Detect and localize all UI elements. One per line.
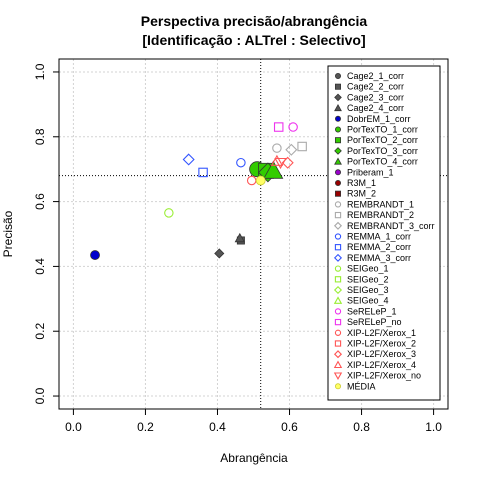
legend-label: MÉDIA	[347, 381, 376, 391]
legend-label: SEIGeo_3	[347, 285, 389, 295]
legend-marker	[334, 244, 342, 251]
x-tick-label: 0.2	[137, 420, 154, 434]
legend-marker	[333, 372, 343, 380]
legend-marker	[334, 276, 342, 283]
legend-marker	[333, 350, 343, 359]
y-tick-label: 0.4	[33, 258, 47, 275]
y-tick-label: 0.0	[33, 387, 47, 404]
legend-marker	[334, 329, 342, 336]
data-point	[274, 157, 287, 170]
legend-label: DobrEM_1_corr	[347, 114, 411, 124]
legend-label: R3M_1	[347, 178, 376, 188]
legend-label: SEIGeo_1	[347, 264, 389, 274]
data-point	[198, 167, 208, 178]
legend-marker	[334, 211, 342, 219]
legend-label: REMMA_2_corr	[347, 242, 411, 252]
data-point	[214, 248, 225, 259]
legend-label: XIP-L2F/Xerox_1	[347, 328, 416, 338]
legend-label: PorTexTO_4_corr	[347, 157, 418, 167]
legend-marker	[334, 115, 341, 122]
x-tick-label: 0.8	[353, 420, 370, 434]
legend-label: Cage2_4_corr	[347, 103, 404, 113]
y-tick-label: 0.2	[33, 323, 47, 340]
legend-label: XIP-L2F/Xerox_3	[347, 349, 416, 359]
data-point	[272, 143, 282, 153]
legend-marker	[334, 147, 342, 155]
data-point	[273, 122, 284, 132]
legend-label: Priberam_1	[347, 167, 394, 177]
data-point	[90, 250, 100, 260]
legend-box	[327, 65, 441, 401]
legend-marker	[333, 221, 343, 230]
data-point	[270, 154, 284, 166]
legend-marker	[334, 169, 341, 176]
legend-marker	[334, 233, 342, 240]
data-points	[90, 122, 399, 260]
x-tick-label: 0.6	[281, 420, 298, 434]
legend-marker	[334, 137, 341, 144]
legend-label: XIP-L2F/Xerox_4	[347, 360, 416, 370]
chart-title-line-1: Perspectiva precisão/abrangência	[141, 13, 368, 29]
data-point	[263, 160, 284, 179]
legend-label: Cage2_2_corr	[347, 82, 404, 92]
legend-marker	[334, 308, 342, 315]
legend-label: REMBRANDT_1	[347, 199, 414, 209]
legend-label: XIP-L2F/Xerox_2	[347, 339, 416, 349]
legend-marker	[334, 73, 341, 80]
legend-marker	[333, 296, 343, 304]
legend-label: PorTexTO_2_corr	[347, 135, 418, 145]
chart-title-line-2: [Identificação : ALTrel : Selectivo]	[142, 32, 365, 48]
data-point	[236, 157, 246, 168]
legend-marker	[334, 190, 341, 197]
legend: Cage2_1_corrCage2_2_corrCage2_3_corrCage…	[327, 65, 441, 401]
legend-label: Cage2_3_corr	[347, 92, 404, 102]
x-tick-label: 0.0	[65, 420, 82, 434]
legend-marker	[334, 104, 342, 112]
legend-marker	[334, 126, 341, 133]
legend-label: SEIGeo_2	[347, 274, 389, 284]
legend-label: SEIGeo_4	[347, 296, 389, 306]
y-tick-label: 1.0	[33, 63, 47, 80]
legend-marker	[334, 201, 342, 208]
x-tick-label: 0.4	[209, 420, 226, 434]
legend-marker	[334, 265, 342, 272]
y-axis-label: Precisão	[1, 210, 15, 257]
legend-label: PorTexTO_1_corr	[347, 125, 418, 135]
legend-marker	[334, 383, 341, 390]
data-point	[234, 232, 245, 243]
x-axis-label: Abrangência	[220, 451, 288, 465]
plot-frame	[58, 58, 449, 410]
x-tick-label: 1.0	[425, 420, 442, 434]
data-point	[182, 153, 195, 166]
legend-marker	[334, 318, 342, 326]
legend-label: SeRELeP_1	[347, 306, 397, 316]
legend-label: XIP-L2F/Xerox_no	[347, 371, 421, 381]
legend-label: REMMA_1_corr	[347, 232, 411, 242]
data-point	[164, 208, 174, 218]
legend-marker	[334, 83, 341, 90]
legend-label: REMMA_3_corr	[347, 253, 411, 263]
data-point	[297, 141, 307, 152]
legend-label: PorTexTO_3_corr	[347, 146, 418, 156]
legend-label: R3M_2	[347, 189, 376, 199]
data-point	[288, 122, 298, 132]
legend-label: REMBRANDT_3_corr	[347, 221, 435, 231]
legend-marker	[333, 253, 343, 262]
legend-label: REMBRANDT_2	[347, 210, 414, 220]
y-tick-label: 0.6	[33, 193, 47, 210]
legend-label: SeRELeP_no	[347, 317, 402, 327]
legend-marker	[333, 285, 343, 295]
legend-label: Cage2_1_corr	[347, 71, 404, 81]
y-axis: 0.0 0.2 0.4 0.6 0.8 1.0	[33, 63, 59, 404]
legend-marker	[334, 157, 342, 165]
data-point	[285, 143, 298, 156]
legend-marker	[334, 179, 341, 186]
legend-marker	[334, 93, 342, 102]
x-axis: 0.0 0.2 0.4 0.6 0.8 1.0	[65, 409, 442, 434]
y-tick-label: 0.8	[33, 128, 47, 145]
legend-marker	[333, 360, 343, 369]
legend-marker	[334, 340, 342, 347]
data-point	[255, 175, 266, 186]
